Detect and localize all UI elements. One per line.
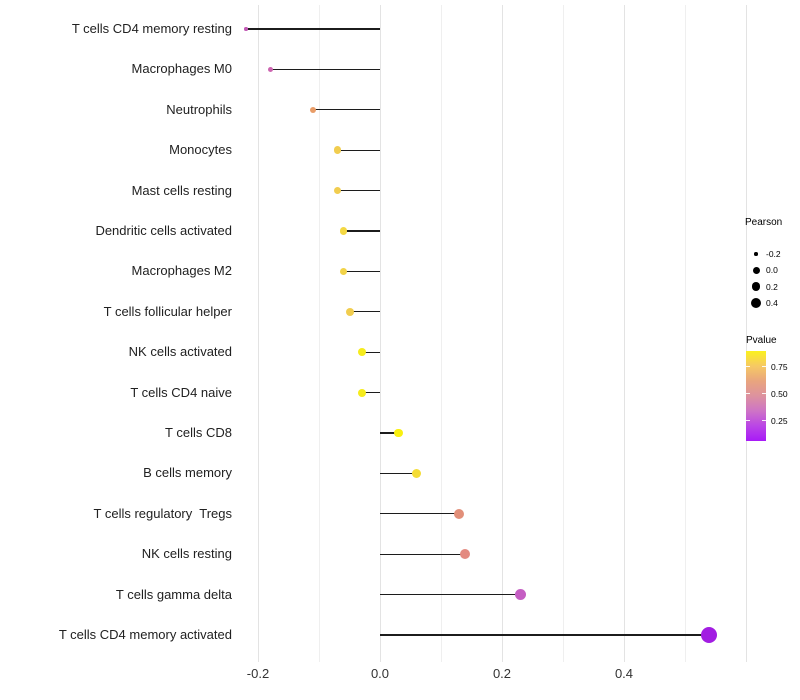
category-label: Neutrophils: [166, 101, 232, 117]
gridline: [684, 5, 686, 662]
gridline: [745, 5, 747, 662]
lollipop-stem: [349, 311, 380, 313]
lollipop-stem: [380, 472, 417, 475]
data-point: [244, 27, 248, 31]
category-label: T cells follicular helper: [103, 303, 232, 319]
data-point: [357, 348, 366, 357]
color-legend-label: 0.50: [771, 388, 788, 399]
data-point: [333, 186, 342, 195]
lollipop-stem: [380, 513, 460, 515]
lollipop-stem: [361, 351, 380, 353]
lollipop-stem: [270, 68, 380, 71]
category-label: Mast cells resting: [131, 182, 232, 198]
category-label: T cells CD4 memory activated: [58, 627, 232, 642]
gridline: [440, 5, 442, 662]
gradient-tick: [762, 420, 766, 422]
lollipop-stem: [245, 28, 380, 30]
data-point: [701, 627, 718, 643]
size-legend-title: Pearson: [745, 217, 783, 228]
category-label: Macrophages M0: [131, 61, 232, 77]
gridline: [257, 5, 259, 662]
size-legend-dot: [752, 266, 760, 274]
data-point: [333, 146, 342, 154]
category-label: Macrophages M2: [131, 263, 232, 279]
lollipop-stem: [343, 230, 380, 232]
data-point: [394, 428, 403, 438]
category-label: NK cells activated: [128, 344, 232, 360]
data-point: [357, 388, 366, 397]
x-axis-tick-label: 0.2: [492, 666, 512, 681]
data-point: [412, 468, 422, 478]
gridline: [501, 5, 503, 662]
data-point: [345, 307, 354, 316]
lollipop-stem: [337, 149, 380, 151]
lollipop-stem: [361, 391, 380, 394]
category-label: T cells CD8: [165, 425, 232, 440]
data-point: [339, 227, 348, 235]
color-legend-label: 0.25: [771, 415, 788, 426]
size-legend-label: 0.4: [766, 297, 778, 308]
size-legend-label: 0.0: [766, 265, 778, 276]
category-label: T cells regulatory Tregs: [93, 505, 232, 521]
lollipop-stem: [312, 109, 380, 111]
color-legend-label: 0.75: [771, 361, 788, 372]
x-axis-tick-label: 0.0: [370, 666, 390, 681]
gridline: [562, 5, 564, 662]
data-point: [454, 508, 465, 519]
gradient-tick: [762, 366, 766, 368]
size-legend-label: 0.2: [766, 281, 778, 292]
data-point: [309, 106, 317, 114]
x-axis-tick-label: 0.4: [614, 666, 634, 681]
category-label: T cells CD4 naive: [130, 384, 232, 400]
data-point: [514, 588, 527, 601]
gradient-tick: [746, 366, 750, 368]
lollipop-stem: [380, 432, 399, 434]
lollipop-stem: [380, 593, 521, 596]
lollipop-stem: [380, 634, 710, 636]
gradient-tick: [746, 393, 750, 395]
data-point: [460, 549, 471, 560]
category-label: T cells gamma delta: [115, 586, 232, 602]
gridline: [318, 5, 320, 662]
size-legend-dot: [750, 297, 762, 309]
data-point: [267, 66, 273, 72]
size-legend-dot: [751, 282, 761, 291]
gridline: [379, 5, 381, 662]
lollipop-stem: [337, 189, 380, 192]
category-label: B cells memory: [143, 465, 232, 481]
category-label: Dendritic cells activated: [95, 223, 232, 238]
gradient-tick: [746, 420, 750, 422]
lollipop-stem: [380, 553, 466, 555]
category-label: NK cells resting: [141, 546, 232, 562]
size-legend-dot: [754, 252, 758, 256]
color-legend-title: Pvalue: [746, 335, 777, 346]
x-axis-tick-label: -0.2: [246, 666, 270, 681]
data-point: [339, 267, 348, 276]
size-legend-label: -0.2: [766, 249, 781, 259]
lollipop-stem: [343, 270, 380, 273]
gridline: [623, 5, 625, 662]
category-label: Monocytes: [169, 142, 232, 158]
category-label: T cells CD4 memory resting: [71, 21, 232, 36]
gradient-tick: [762, 393, 766, 395]
pvalue-gradient-bar: [746, 351, 766, 441]
